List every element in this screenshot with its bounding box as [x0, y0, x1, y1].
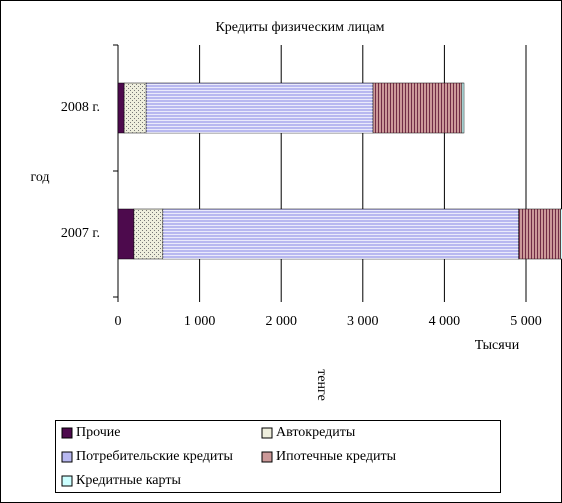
legend-swatch	[61, 427, 73, 439]
bar	[518, 208, 561, 260]
bar	[560, 208, 562, 260]
legend	[55, 420, 501, 493]
bar	[372, 82, 463, 134]
bar	[162, 208, 519, 260]
x-tick-label: 5 000	[510, 314, 542, 329]
x-axis-label: Тысячи	[475, 338, 520, 353]
bar	[461, 82, 465, 134]
legend-swatch	[261, 451, 273, 463]
bar	[117, 82, 125, 134]
y-tick-label: 2008 г.	[61, 100, 100, 115]
legend-label: Прочие	[76, 425, 121, 440]
legend-label: Кредитные карты	[76, 473, 181, 488]
x-tick-label: 0	[115, 314, 122, 329]
legend-swatch	[61, 475, 73, 487]
x-tick-label: 3 000	[347, 314, 379, 329]
x-tick-label: 4 000	[429, 314, 461, 329]
bar	[133, 208, 164, 260]
bar	[123, 82, 147, 134]
legend-swatch	[61, 451, 73, 463]
bar	[145, 82, 374, 134]
y-axis-label: год	[30, 170, 49, 185]
x-tick-label: 1 000	[184, 314, 216, 329]
chart-title: Кредиты физическим лицам	[215, 20, 384, 35]
bar	[117, 208, 135, 260]
x-tick-label: 2 000	[265, 314, 297, 329]
legend-label: Потребительские кредиты	[76, 449, 234, 464]
x-unit-label: тенге	[314, 369, 329, 401]
legend-swatch	[261, 427, 273, 439]
legend-label: Ипотечные кредиты	[276, 449, 397, 464]
legend-label: Автокредиты	[276, 425, 356, 440]
y-tick-label: 2007 г.	[61, 226, 100, 241]
